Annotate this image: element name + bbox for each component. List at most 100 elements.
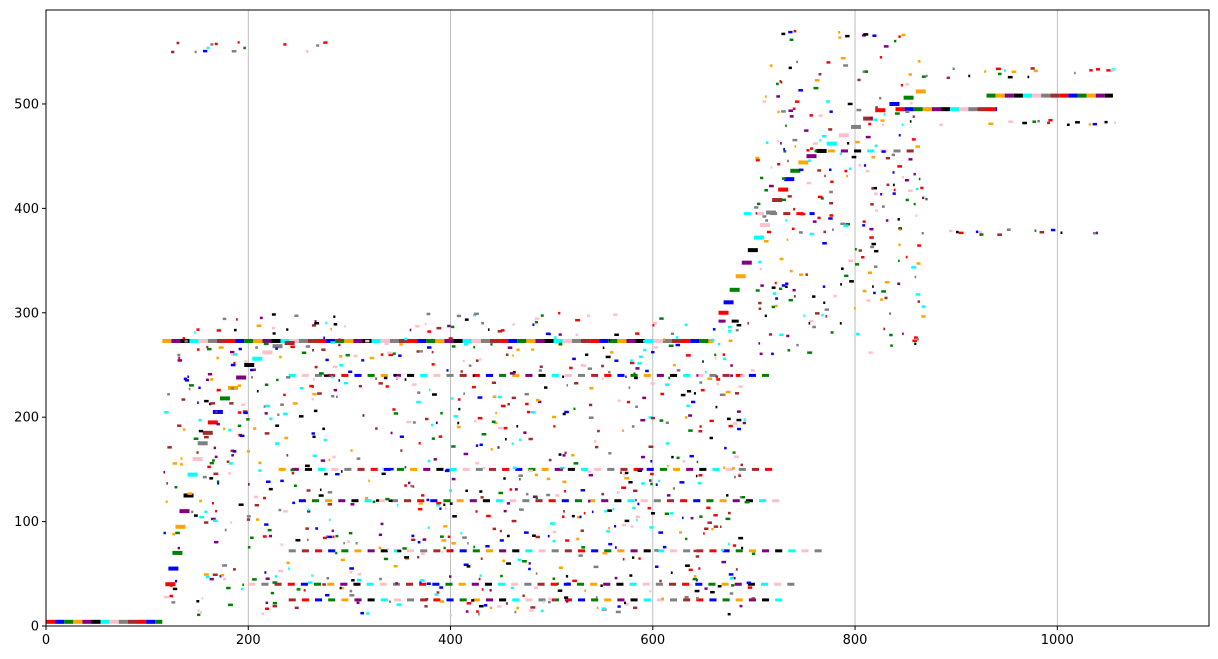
scatter-mark xyxy=(209,461,214,465)
scatter-mark xyxy=(788,30,793,34)
scatter-mark xyxy=(456,314,462,318)
scatter-mark xyxy=(180,463,183,466)
scatter-mark xyxy=(278,508,282,512)
scatter-mark xyxy=(881,205,885,208)
scatter-mark xyxy=(596,606,599,610)
scatter-mark xyxy=(574,382,579,385)
scatter-mark xyxy=(369,356,375,360)
scatter-mark xyxy=(897,218,900,221)
scatter-mark xyxy=(774,281,777,285)
scatter-mark xyxy=(507,346,513,349)
segment-mark xyxy=(591,549,599,553)
segment-mark xyxy=(604,549,612,553)
scatter-mark xyxy=(460,370,463,373)
scatter-mark xyxy=(788,109,794,112)
scatter-mark xyxy=(410,484,413,488)
scatter-mark xyxy=(487,328,490,331)
scatter-mark xyxy=(586,314,591,318)
scatter-mark xyxy=(294,606,299,610)
scatter-mark xyxy=(479,490,483,493)
scatter-mark xyxy=(1008,120,1014,123)
scatter-mark xyxy=(633,606,638,610)
segment-mark xyxy=(751,467,759,471)
scatter-mark xyxy=(439,507,442,510)
scatter-mark xyxy=(445,468,450,472)
scatter-mark xyxy=(675,343,681,347)
scatter-mark xyxy=(420,552,425,556)
scatter-mark xyxy=(314,321,320,325)
segment-mark xyxy=(426,338,436,343)
segment-mark xyxy=(588,499,596,503)
scatter-mark xyxy=(247,546,251,549)
scatter-mark xyxy=(1022,121,1028,125)
scatter-mark xyxy=(174,485,178,489)
scatter-mark xyxy=(716,382,720,386)
segment-mark xyxy=(620,467,628,471)
segment-mark xyxy=(472,598,480,602)
segment-mark xyxy=(524,582,532,586)
scatter-mark xyxy=(949,229,953,233)
scatter-mark xyxy=(545,332,550,336)
scatter-mark xyxy=(685,564,690,567)
scatter-mark xyxy=(793,207,796,211)
scatter-mark xyxy=(723,466,726,469)
scatter-mark xyxy=(921,315,926,318)
scatter-mark xyxy=(417,391,421,394)
scatter-mark xyxy=(776,82,779,86)
scatter-mark xyxy=(739,496,742,499)
scatter-mark xyxy=(180,457,183,460)
scatter-mark xyxy=(262,535,267,538)
scatter-mark xyxy=(393,373,397,377)
scatter-mark xyxy=(317,392,322,395)
segment-mark xyxy=(722,549,730,553)
scatter-mark xyxy=(1027,75,1030,79)
scatter-mark xyxy=(642,396,647,400)
segment-mark xyxy=(590,338,600,343)
scatter-mark xyxy=(322,536,327,540)
scatter-mark xyxy=(305,50,309,53)
scatter-mark xyxy=(431,350,434,354)
segment-mark xyxy=(512,549,520,553)
segment-mark xyxy=(472,549,480,553)
scatter-mark xyxy=(624,476,629,480)
scatter-mark xyxy=(184,379,189,382)
scatter-mark xyxy=(210,378,214,381)
scatter-mark xyxy=(294,314,299,318)
scatter-mark xyxy=(312,454,317,458)
x-tick-label: 200 xyxy=(236,633,261,648)
scatter-mark xyxy=(177,353,181,357)
scatter-mark xyxy=(676,456,680,460)
scatter-mark xyxy=(197,401,199,404)
segment-mark xyxy=(407,373,415,377)
scatter-mark xyxy=(770,166,773,169)
scatter-mark xyxy=(392,408,396,411)
scatter-mark xyxy=(564,410,569,414)
scatter-mark xyxy=(546,493,551,497)
staircase-mark xyxy=(202,430,213,435)
segment-mark xyxy=(137,619,147,624)
scatter-mark xyxy=(713,513,718,517)
scatter-mark xyxy=(839,322,842,325)
scatter-mark xyxy=(356,457,361,460)
segment-mark xyxy=(904,107,914,112)
scatter-mark xyxy=(253,368,257,372)
scatter-mark xyxy=(571,514,575,518)
scatter-mark xyxy=(416,400,421,404)
scatter-mark xyxy=(885,156,891,160)
segment-mark xyxy=(995,107,998,112)
scatter-mark xyxy=(555,494,560,497)
scatter-mark xyxy=(446,369,449,372)
scatter-mark xyxy=(312,348,315,352)
staircase-mark xyxy=(766,210,777,215)
scatter-mark xyxy=(458,407,461,411)
scatter-mark xyxy=(624,519,630,523)
scatter-mark xyxy=(193,437,199,440)
scatter-mark xyxy=(412,421,416,424)
scatter-mark xyxy=(780,142,782,145)
scatter-mark xyxy=(323,374,329,377)
segment-mark xyxy=(389,338,399,343)
scatter-mark xyxy=(781,284,786,287)
scatter-mark xyxy=(457,398,461,401)
staircase-mark xyxy=(729,287,740,292)
scatter-mark xyxy=(492,527,497,531)
